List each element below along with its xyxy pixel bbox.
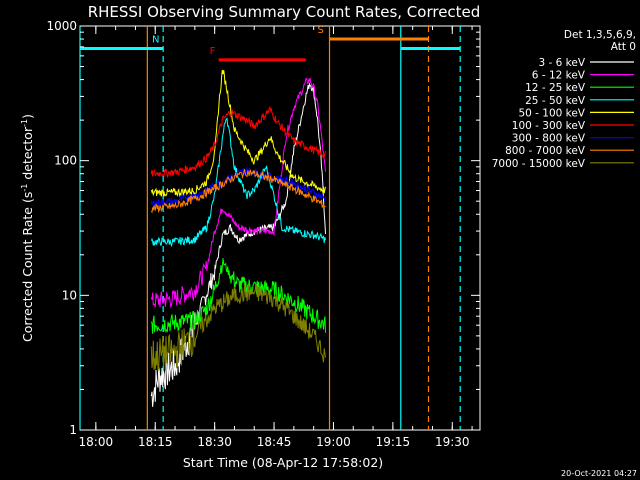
vertical-lines [79,26,461,430]
legend-header-line1: Det 1,3,5,6,9, [564,29,636,41]
y-label-main: Corrected Count Rate (s [20,192,35,342]
y-axis-label: Corrected Count Rate (s-1 detector-1) [20,114,35,342]
legend-label: 800 - 7000 keV [505,145,586,157]
legend-header-line2: Att 0 [611,41,636,53]
series-group [150,69,326,407]
series-line-50-100-kev [150,69,326,198]
series-line-100-300-kev [150,106,326,179]
x-tick-label: 19:15 [376,435,411,449]
y-ticks: 1 10 100 1000 [46,19,480,437]
y-tick-label: 1 [69,423,77,437]
series-line-6-12-kev [150,77,326,309]
annotation-bars: F N S [80,25,461,62]
y-tick-label: 10 [62,288,77,302]
annotation-label: S [318,25,324,36]
x-tick-label: 18:30 [197,435,232,449]
series-line-12-25-kev [150,258,326,334]
series-line-7000-15000-kev [150,283,326,372]
x-ticks: 18:00 18:15 18:30 18:45 19:00 19:15 19:30 [79,26,473,449]
legend-label: 100 - 300 keV [512,120,586,132]
chart-title: RHESSI Observing Summary Count Rates, Co… [88,3,481,21]
x-tick-label: 19:30 [435,435,470,449]
series-line-25-50-kev [150,117,326,248]
annotation-label: F [210,46,216,57]
legend-label: 25 - 50 keV [525,95,586,107]
plot-frame [79,25,481,431]
y-label-end: ) [20,114,35,119]
footer-timestamp: 20-Oct-2021 04:27 [561,469,637,478]
y-label-mid: detector [20,126,35,184]
y-label-sup2: -1 [20,119,29,127]
legend-label: 3 - 6 keV [538,57,585,69]
x-tick-label: 18:15 [138,435,173,449]
series-line-300-800-kev [150,166,326,209]
legend-label: 50 - 100 keV [518,107,585,119]
legend-label: 300 - 800 keV [512,133,586,145]
y-label-sup1: -1 [20,184,29,192]
x-tick-label: 18:45 [257,435,292,449]
x-tick-label: 18:00 [79,435,114,449]
annotation-label: N [152,35,159,46]
legend-label: 6 - 12 keV [532,70,586,82]
legend-label: 12 - 25 keV [525,82,586,94]
y-tick-label: 1000 [46,19,77,33]
x-axis-label: Start Time (08-Apr-12 17:58:02) [183,455,383,470]
plot-border [79,25,481,431]
legend-label: 7000 - 15000 keV [492,158,586,170]
x-tick-label: 19:00 [316,435,351,449]
series-line-800-7000-kev [150,168,326,214]
y-tick-label: 100 [54,154,77,168]
